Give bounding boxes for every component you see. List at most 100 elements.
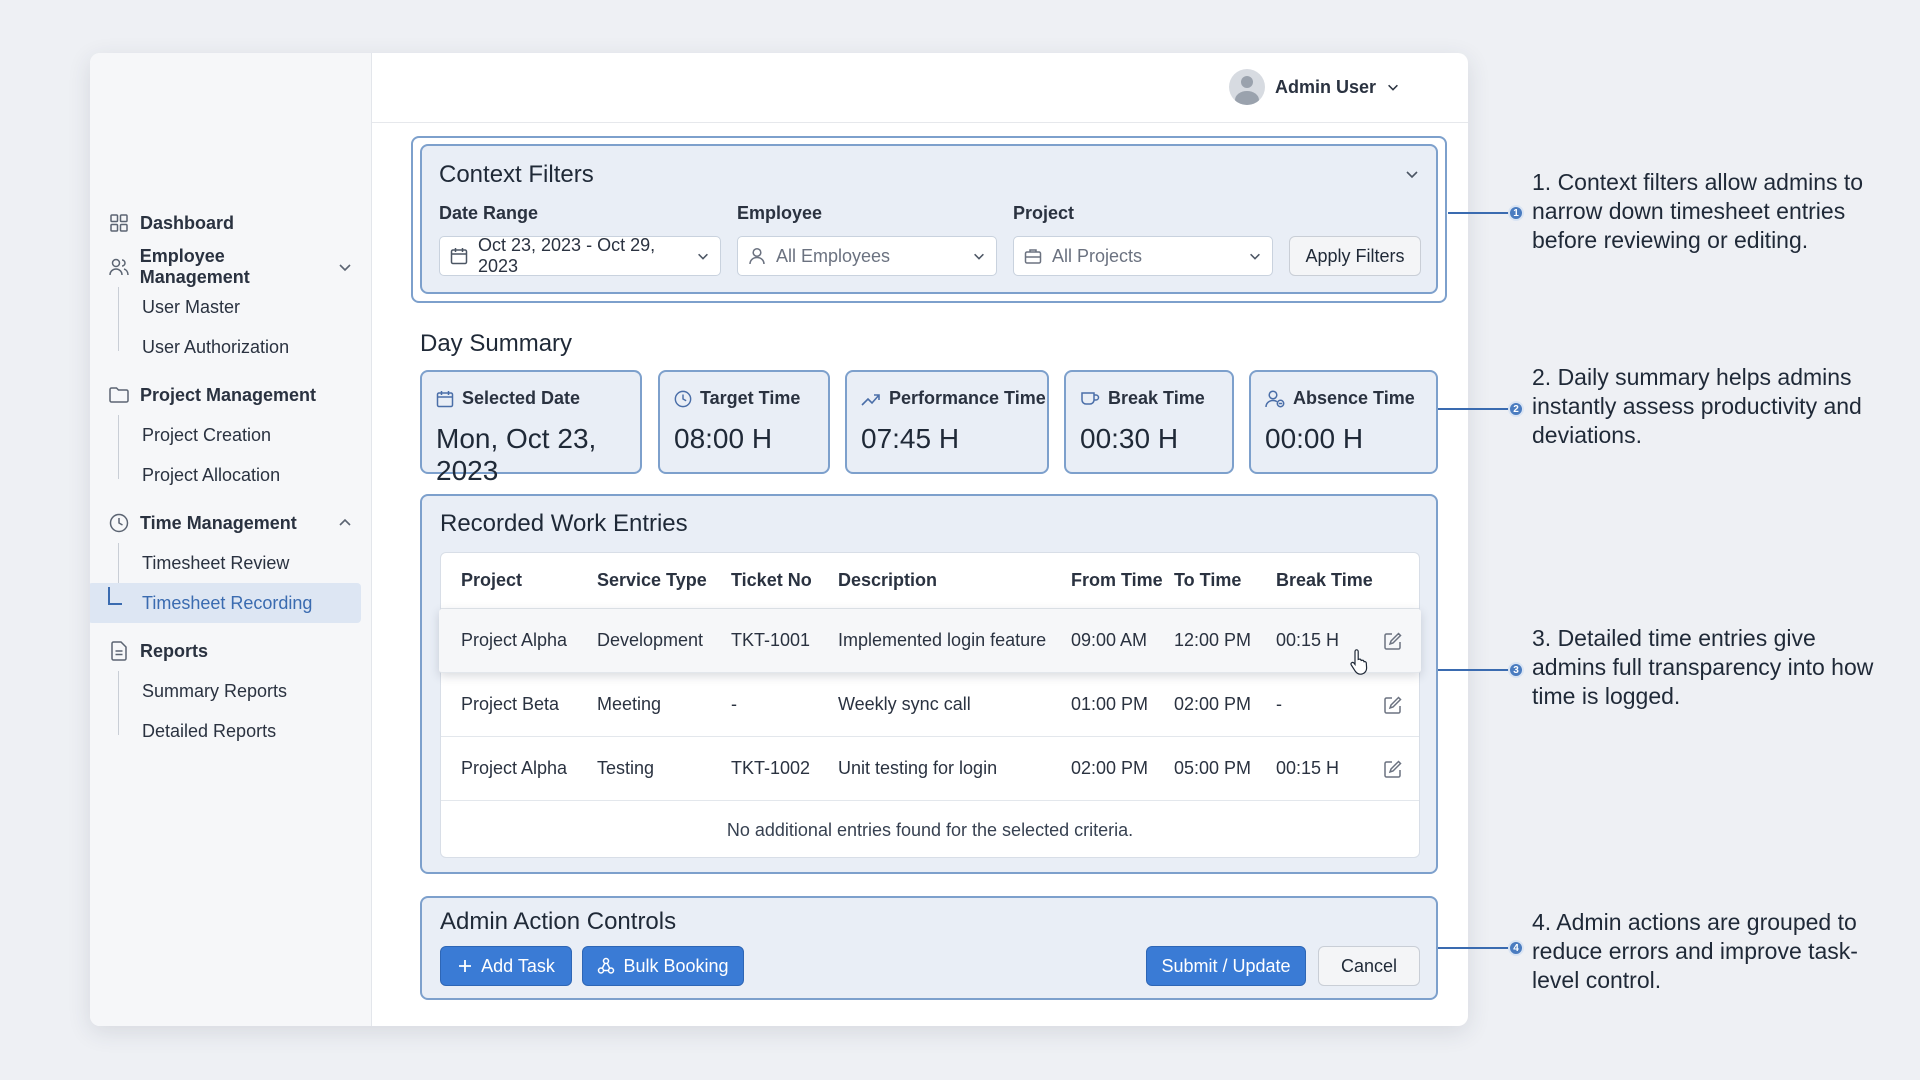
chevron-down-icon[interactable] [337, 259, 353, 275]
sidebar-item-timesheet-recording[interactable]: Timesheet Recording [90, 583, 361, 623]
sidebar-item-project-allocation[interactable]: Project Allocation [142, 465, 281, 485]
sidebar-item-label: Project Management [140, 384, 317, 405]
filters-highlight-frame [411, 136, 1447, 303]
user-name: Admin User [1274, 76, 1376, 97]
panel-title: Admin Action Controls [440, 908, 677, 935]
sidebar-item-user-authorization[interactable]: User Authorization [142, 337, 290, 357]
cell-service-type: Development [597, 630, 704, 650]
edit-icon[interactable] [1383, 673, 1403, 736]
edit-icon[interactable] [1383, 609, 1403, 672]
project-label: Project [1013, 203, 1075, 223]
sidebar-item-label: Employee Management [139, 246, 250, 287]
cancel-button[interactable]: Cancel [1318, 946, 1420, 986]
sidebar-item-timesheet-review[interactable]: Timesheet Review [142, 553, 290, 573]
date-range-label: Date Range [439, 203, 539, 223]
sidebar-item-dashboard[interactable]: Dashboard [90, 203, 371, 243]
cell-project: Project Alpha [461, 758, 568, 778]
cell-from-time: 09:00 AM [1071, 630, 1148, 650]
plus-icon [457, 958, 473, 974]
apply-filters-button[interactable]: Apply Filters [1289, 236, 1421, 276]
date-range-value: Oct 23, 2023 - Oct 29, 2023 [478, 235, 656, 276]
pointer-cursor-icon [1349, 649, 1369, 675]
annotation-marker: 2 [1508, 401, 1524, 417]
sidebar-item-detailed-reports[interactable]: Detailed Reports [142, 721, 277, 741]
submit-update-button[interactable]: Submit / Update [1146, 946, 1306, 986]
stat-value: 00:30 H [1080, 423, 1179, 454]
annotation-connector [1438, 669, 1516, 671]
briefcase-icon [1024, 247, 1042, 265]
clock-icon [108, 512, 130, 534]
table-row[interactable]: Project Beta Meeting - Weekly sync call … [441, 673, 1419, 737]
coffee-cup-icon [1080, 391, 1100, 407]
annotation-connector [1438, 947, 1516, 949]
edit-icon[interactable] [1383, 737, 1403, 800]
button-label: Add Task [481, 955, 555, 976]
chevron-down-icon [1248, 249, 1262, 263]
sidebar-item-time-management[interactable]: Time Management [90, 503, 371, 543]
sidebar-item-project-creation[interactable]: Project Creation [142, 425, 272, 445]
folder-icon [108, 384, 130, 406]
admin-action-controls-panel: Admin Action Controls Add Task Bulk Book… [420, 896, 1438, 1000]
date-range-select[interactable]: Oct 23, 2023 - Oct 29, 2023 [439, 235, 721, 276]
annotation-marker: 4 [1508, 940, 1524, 956]
trend-up-icon [861, 391, 881, 407]
sidebar-item-reports[interactable]: Reports [90, 631, 371, 671]
column-header: To Time [1174, 570, 1242, 590]
bulk-booking-button[interactable]: Bulk Booking [582, 946, 744, 986]
project-value: All Projects [1052, 245, 1143, 266]
sidebar-nav: Dashboard Employee Management [90, 203, 371, 759]
top-header: Admin User [372, 53, 1468, 123]
employee-select[interactable]: All Employees [737, 236, 997, 276]
stat-label: Performance Time [889, 388, 1046, 408]
stat-value: 08:00 H [674, 423, 773, 454]
chevron-up-icon[interactable] [337, 515, 353, 531]
user-icon [748, 247, 766, 265]
stat-label: Target Time [700, 388, 801, 408]
employee-value: All Employees [776, 245, 891, 266]
stat-label: Selected Date [462, 388, 581, 408]
chevron-down-icon [1386, 80, 1400, 94]
stat-label: Absence Time [1293, 388, 1415, 408]
table-row[interactable]: Project Alpha Testing TKT-1002 Unit test… [441, 737, 1419, 801]
table-row[interactable]: Project Alpha Development TKT-1001 Imple… [439, 609, 1421, 675]
table-header: Project Service Type Ticket No Descripti… [441, 553, 1419, 609]
cell-description: Implemented login feature [838, 630, 1047, 650]
sidebar-item-user-master[interactable]: User Master [142, 297, 241, 317]
cell-to-time: 05:00 PM [1174, 758, 1252, 778]
recorded-work-entries-panel: Recorded Work Entries Project Service Ty… [420, 494, 1438, 874]
break-time-card: Break Time 00:30 H [1064, 370, 1234, 474]
calendar-icon [436, 390, 454, 408]
users-icon [108, 256, 130, 278]
panel-title: Context Filters [439, 161, 594, 188]
add-task-button[interactable]: Add Task [440, 946, 572, 986]
user-menu[interactable]: Admin User [1228, 69, 1400, 105]
calendar-icon [450, 247, 468, 265]
cell-break-time: 00:15 H [1276, 758, 1340, 778]
cell-ticket-no: TKT-1001 [731, 630, 811, 650]
tree-elbow [108, 587, 122, 605]
cell-break-time: - [1276, 694, 1282, 714]
cell-project: Project Alpha [461, 630, 568, 650]
cell-ticket-no: - [731, 694, 737, 714]
stat-label: Break Time [1108, 388, 1205, 408]
collapse-chevron-icon[interactable] [1404, 166, 1420, 182]
chevron-down-icon [972, 249, 986, 263]
cell-description: Weekly sync call [838, 694, 971, 714]
target-time-card: Target Time 08:00 H [658, 370, 830, 474]
cell-service-type: Meeting [597, 694, 662, 714]
annotation-marker: 3 [1508, 662, 1524, 678]
cell-project: Project Beta [461, 694, 560, 714]
stat-value: 07:45 H [861, 423, 960, 454]
sidebar: Dashboard Employee Management [90, 53, 372, 1026]
sidebar-item-summary-reports[interactable]: Summary Reports [142, 681, 288, 701]
performance-time-card: Performance Time 07:45 H [845, 370, 1049, 474]
column-header: Service Type [597, 570, 707, 590]
sidebar-item-project-management[interactable]: Project Management [90, 375, 371, 415]
project-select[interactable]: All Projects [1013, 236, 1273, 276]
sidebar-item-employee-management[interactable]: Employee Management [90, 246, 371, 287]
dashboard-grid-icon [108, 212, 130, 234]
cell-from-time: 01:00 PM [1071, 694, 1149, 714]
annotation-marker: 1 [1508, 205, 1524, 221]
context-filters-panel: Context Filters Date Range Oct 23, 2023 … [420, 144, 1438, 294]
sidebar-item-label: Dashboard [140, 212, 235, 233]
